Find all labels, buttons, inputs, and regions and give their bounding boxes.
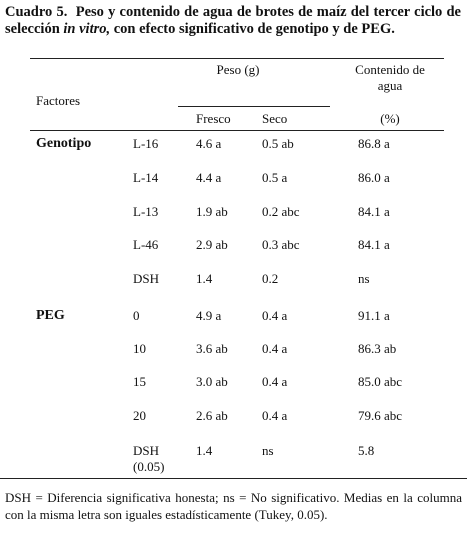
agua-value: 85.0 abc [358, 374, 403, 389]
agua-value: 86.8 a [358, 136, 390, 151]
fresco-value: 3.0 ab [196, 374, 228, 389]
seco-value: 0.4 a [262, 408, 288, 423]
header-seco: Seco [262, 111, 288, 126]
fresco-value: 3.6 ab [196, 341, 228, 356]
seco-value: 0.5 a [262, 170, 288, 185]
agua-value: 79.6 abc [358, 408, 403, 423]
factor-level: 20 [133, 408, 146, 423]
header-rule [30, 130, 444, 131]
agua-value: 91.1 a [358, 308, 390, 323]
header-fresco: Fresco [196, 111, 231, 126]
agua-value: 86.3 ab [358, 341, 397, 356]
factor-level: 10 [133, 341, 146, 356]
fresco-value: 1.4 [196, 271, 213, 286]
caption-label: Cuadro 5. [5, 4, 68, 20]
seco-value: 0.2 abc [262, 204, 300, 219]
header-agua: Contenido de agua [355, 62, 425, 93]
factor-level: 15 [133, 374, 146, 389]
seco-value: 0.3 abc [262, 237, 300, 252]
seco-value: 0.4 a [262, 374, 288, 389]
fresco-value: 4.6 a [196, 136, 222, 151]
fresco-value: 1.4 [196, 443, 213, 458]
fresco-value: 4.9 a [196, 308, 222, 323]
footnote: DSH = Diferencia significativa honesta; … [5, 490, 462, 522]
factor-level: L-46 [133, 237, 159, 252]
caption: Cuadro 5. Peso y contenido de agua de br… [5, 4, 461, 38]
sub-rule [178, 106, 330, 107]
seco-value: 0.5 ab [262, 136, 294, 151]
fresco-value: 2.9 ab [196, 237, 228, 252]
fresco-value: 2.6 ab [196, 408, 228, 423]
factor-group: Genotipo [36, 136, 92, 151]
header-unit: (%) [380, 111, 400, 126]
factor-level: L-13 [133, 204, 159, 219]
bottom-rule [0, 478, 467, 479]
factor-level: 0 [133, 308, 140, 323]
seco-value: 0.4 a [262, 341, 288, 356]
factor-level: DSH [133, 271, 160, 286]
seco-value: 0.4 a [262, 308, 288, 323]
seco-value: ns [262, 443, 274, 458]
agua-value: ns [358, 271, 370, 286]
caption-italic: in vitro, [63, 21, 111, 37]
caption-text: Peso y contenido de agua de brotes de ma… [5, 4, 461, 37]
agua-value: 84.1 a [358, 204, 390, 219]
agua-value: 86.0 a [358, 170, 390, 185]
factor-level: DSH (0.05) [133, 443, 165, 474]
caption-text: con efecto significativo de genotipo y d… [113, 21, 395, 37]
agua-value: 84.1 a [358, 237, 390, 252]
agua-value: 5.8 [358, 443, 375, 458]
fresco-value: 4.4 a [196, 170, 222, 185]
header-peso: Peso (g) [216, 62, 260, 77]
fresco-value: 1.9 ab [196, 204, 228, 219]
factor-level: L-16 [133, 136, 159, 151]
seco-value: 0.2 [262, 271, 279, 286]
header-factores: Factores [36, 93, 81, 108]
top-rule [30, 58, 444, 59]
factor-group: PEG [36, 308, 65, 323]
factor-level: L-14 [133, 170, 159, 185]
